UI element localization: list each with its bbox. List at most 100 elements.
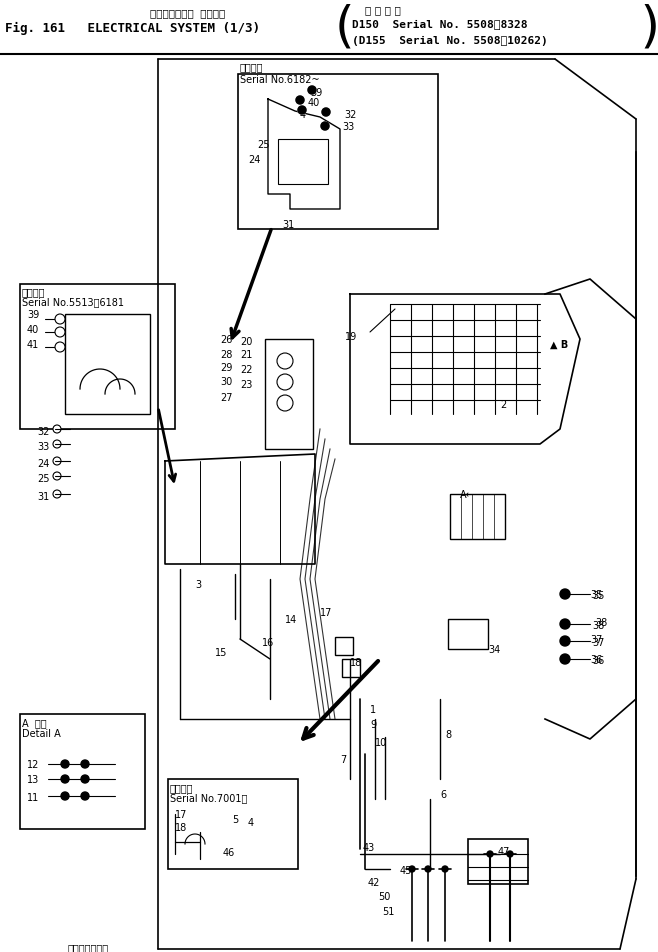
Text: 5: 5 (232, 814, 238, 824)
Bar (468, 839, 528, 884)
Circle shape (277, 396, 293, 411)
Circle shape (560, 654, 570, 664)
Circle shape (53, 472, 61, 481)
Circle shape (53, 441, 61, 448)
Circle shape (296, 97, 304, 105)
Circle shape (298, 107, 306, 115)
Circle shape (321, 123, 329, 130)
Text: 37: 37 (590, 634, 602, 645)
Text: 32: 32 (344, 109, 357, 120)
Text: 24: 24 (248, 155, 261, 165)
Circle shape (296, 97, 304, 105)
Text: 36: 36 (592, 655, 604, 665)
Circle shape (53, 458, 61, 466)
Circle shape (55, 343, 65, 352)
Circle shape (321, 123, 329, 130)
Text: Serial No.7001～: Serial No.7001～ (170, 792, 247, 803)
Text: 6: 6 (440, 789, 446, 799)
Text: ): ) (636, 4, 658, 52)
Text: 適 用 号 機: 適 用 号 機 (365, 5, 401, 15)
Text: 40: 40 (27, 325, 39, 335)
Text: 35: 35 (592, 590, 605, 601)
Bar (238, 75, 438, 229)
Text: 46: 46 (223, 847, 236, 857)
Bar (342, 660, 360, 677)
Text: 25: 25 (257, 140, 270, 149)
Circle shape (321, 123, 329, 130)
Text: 40: 40 (308, 98, 320, 108)
Text: 47: 47 (498, 846, 511, 856)
Circle shape (507, 851, 513, 857)
Text: 31: 31 (37, 491, 49, 502)
Text: 35: 35 (590, 589, 602, 600)
Text: エレクトリカル  システム: エレクトリカル システム (150, 8, 225, 18)
Bar (265, 340, 313, 449)
Text: 4: 4 (248, 817, 254, 827)
Text: 15: 15 (215, 647, 228, 657)
Text: 39: 39 (310, 88, 322, 98)
Circle shape (322, 109, 330, 117)
Circle shape (560, 589, 570, 600)
Text: 適用号機: 適用号機 (240, 62, 263, 72)
Text: Detail A: Detail A (22, 728, 61, 738)
Text: 19: 19 (345, 331, 357, 342)
Circle shape (487, 851, 493, 857)
Circle shape (53, 426, 61, 433)
Text: (: ( (329, 4, 359, 52)
Text: Serial No.5513～6181: Serial No.5513～6181 (22, 297, 124, 307)
Circle shape (560, 620, 570, 629)
Text: 39: 39 (27, 309, 39, 320)
Circle shape (61, 761, 69, 768)
Bar (20, 285, 175, 429)
Text: 10: 10 (375, 737, 388, 747)
Text: 38: 38 (592, 621, 604, 630)
Circle shape (308, 87, 316, 95)
Text: 21: 21 (240, 349, 253, 360)
Text: 32: 32 (37, 426, 49, 437)
Text: 18: 18 (175, 823, 188, 832)
Circle shape (277, 353, 293, 369)
Text: 1: 1 (370, 704, 376, 714)
Text: 13: 13 (27, 774, 39, 784)
Circle shape (81, 761, 89, 768)
Text: 17: 17 (320, 607, 332, 617)
Circle shape (81, 792, 89, 801)
Text: 24: 24 (37, 459, 49, 468)
Bar (20, 714, 145, 829)
Circle shape (409, 866, 415, 872)
Text: 36: 36 (590, 654, 602, 664)
Text: 45: 45 (400, 865, 413, 875)
Text: 43: 43 (363, 843, 375, 852)
Text: 34: 34 (488, 645, 500, 654)
Circle shape (298, 107, 306, 115)
Circle shape (61, 792, 69, 801)
Text: ▲ B: ▲ B (550, 340, 569, 349)
Circle shape (308, 87, 316, 95)
Text: 41: 41 (27, 340, 39, 349)
Text: 27: 27 (220, 392, 232, 403)
Text: 25: 25 (37, 473, 49, 484)
Text: 29: 29 (220, 363, 232, 372)
Text: D150  Serial No. 5508～8328: D150 Serial No. 5508～8328 (352, 20, 528, 30)
Bar (278, 140, 328, 185)
Circle shape (81, 775, 89, 783)
Text: 12: 12 (27, 759, 39, 769)
Text: 適用号機: 適用号機 (22, 287, 45, 297)
Circle shape (53, 490, 61, 499)
Text: 9: 9 (370, 720, 376, 729)
Text: 50: 50 (378, 891, 390, 901)
Text: 8: 8 (445, 729, 451, 739)
Text: 14: 14 (285, 614, 297, 625)
Circle shape (277, 374, 293, 390)
Bar (448, 620, 488, 649)
Circle shape (560, 636, 570, 646)
Text: 23: 23 (240, 380, 253, 389)
Text: 26: 26 (220, 335, 232, 345)
Circle shape (425, 866, 431, 872)
Text: 33: 33 (342, 122, 354, 132)
Text: 20: 20 (240, 337, 253, 347)
Circle shape (322, 109, 330, 117)
Circle shape (296, 97, 304, 105)
Circle shape (322, 109, 330, 117)
Text: 51: 51 (382, 906, 394, 916)
